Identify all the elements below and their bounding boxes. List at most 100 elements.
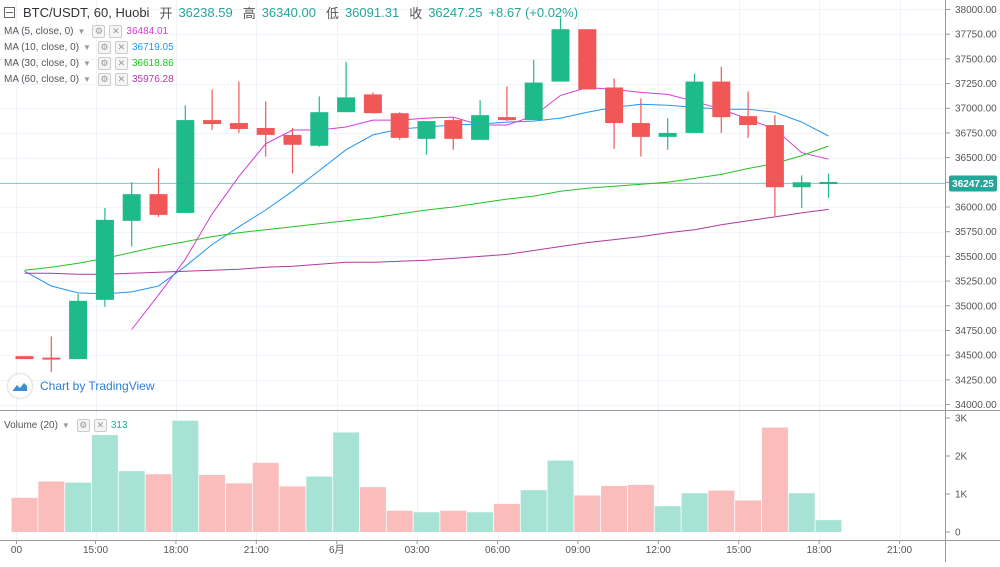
grid	[0, 0, 945, 540]
candle-body	[631, 123, 650, 137]
indicator-ma30[interactable]: MA (30, close, 0) ▼ ⚙ ✕ 36618.86	[4, 57, 174, 70]
volume-bar	[145, 474, 172, 532]
candle-body	[792, 182, 811, 188]
candle-body	[122, 194, 141, 221]
volume-bar	[65, 482, 92, 532]
chevron-down-icon[interactable]: ▼	[83, 59, 91, 68]
chevron-down-icon[interactable]: ▼	[61, 421, 70, 430]
candle-body	[524, 82, 543, 121]
candle-body	[658, 132, 677, 137]
indicator-label: MA (30, close, 0)	[4, 58, 80, 69]
chevron-down-icon[interactable]: ▼	[77, 27, 86, 36]
price-tick-label: 35750.00	[955, 227, 997, 238]
candle-body	[310, 112, 329, 146]
open-value: 36238.59	[178, 5, 233, 20]
settings-icon[interactable]: ⚙	[92, 25, 106, 38]
candle-body	[149, 194, 168, 215]
volume-bar	[547, 460, 574, 532]
change-value: +8.67 (+0.02%)	[488, 5, 579, 20]
indicator-label: MA (60, close, 0)	[4, 74, 80, 85]
close-label: 收	[409, 6, 423, 21]
symbol-title: BTC/USDT, 60, Huobi	[23, 5, 150, 20]
volume-bar	[601, 486, 628, 532]
settings-icon[interactable]: ⚙	[97, 41, 111, 54]
chevron-down-icon[interactable]: ▼	[83, 75, 91, 84]
candle-body	[229, 123, 248, 129]
price-tick-label: 36500.00	[955, 153, 997, 164]
chart-header: BTC/USDT, 60, Huobi 开 36238.59 高 36340.00 …	[4, 3, 578, 22]
ma-line	[24, 145, 829, 271]
current-price-badge	[949, 175, 997, 192]
candle-body	[256, 127, 275, 135]
open-label: 开	[159, 6, 173, 21]
volume-bar	[520, 490, 547, 532]
close-icon[interactable]: ✕	[109, 25, 123, 38]
settings-icon[interactable]: ⚙	[97, 73, 111, 86]
indicator-ma5[interactable]: MA (5, close, 0) ▼ ⚙ ✕ 36484.01	[4, 25, 168, 38]
volume-bar	[467, 512, 494, 532]
close-icon[interactable]: ✕	[114, 73, 128, 86]
candle-body	[551, 29, 570, 82]
time-tick-label: 12:00	[646, 545, 671, 556]
candlesticks	[15, 17, 838, 372]
low-label: 低	[325, 6, 339, 21]
price-tick-label: 35250.00	[955, 277, 997, 288]
candle-body	[765, 125, 784, 188]
time-tick-label: 00	[11, 545, 23, 556]
tradingview-watermark[interactable]: Chart by TradingView	[8, 374, 155, 398]
candle-body	[578, 29, 597, 90]
volume-bar	[91, 435, 118, 532]
volume-bar	[627, 484, 654, 532]
candle-body	[471, 115, 490, 140]
price-tick-label: 34750.00	[955, 326, 997, 337]
price-tick-label: 34000.00	[955, 400, 997, 411]
volume-bar	[225, 483, 252, 532]
candle-body	[42, 357, 61, 360]
candle-body	[497, 117, 516, 121]
volume-bar	[788, 493, 815, 532]
chevron-down-icon[interactable]: ▼	[83, 43, 91, 52]
volume-bar	[708, 490, 735, 532]
volume-bar	[574, 495, 601, 532]
settings-icon[interactable]: ⚙	[97, 57, 111, 70]
candle-body	[15, 356, 34, 360]
current-price-badge-label: 36247.25	[952, 179, 994, 190]
volume-bar	[118, 471, 145, 532]
candle-body	[444, 120, 463, 139]
candle-body	[685, 81, 704, 133]
candle-body	[176, 120, 195, 213]
volume-bar	[681, 493, 708, 532]
candle-body	[283, 134, 302, 145]
low-value: 36091.31	[344, 5, 400, 20]
time-tick-label: 21:00	[244, 545, 269, 556]
settings-icon[interactable]: ⚙	[76, 419, 90, 432]
volume-tick-label: 1K	[955, 490, 968, 501]
indicator-label: MA (5, close, 0)	[4, 26, 74, 37]
collapse-icon[interactable]	[4, 7, 15, 18]
volume-bar	[735, 500, 762, 532]
indicator-value: 36618.86	[131, 58, 174, 69]
candle-body	[203, 120, 222, 125]
close-icon[interactable]: ✕	[114, 57, 128, 70]
time-tick-label: 21:00	[887, 545, 912, 556]
indicator-ma60[interactable]: MA (60, close, 0) ▼ ⚙ ✕ 35976.28	[4, 73, 174, 86]
close-icon[interactable]: ✕	[93, 419, 107, 432]
candle-body	[605, 87, 624, 124]
time-tick-label: 15:00	[726, 545, 751, 556]
time-tick-label: 03:00	[405, 545, 430, 556]
candle-body	[390, 113, 409, 138]
candle-body	[363, 94, 382, 114]
close-icon[interactable]: ✕	[114, 41, 128, 54]
volume-bar	[279, 486, 306, 532]
candle-body	[712, 81, 731, 118]
price-tick-label: 36000.00	[955, 203, 997, 214]
indicator-label: MA (10, close, 0)	[4, 42, 80, 53]
price-tick-label: 35500.00	[955, 252, 997, 263]
volume-bar	[199, 475, 226, 532]
indicator-volume[interactable]: Volume (20) ▼ ⚙ ✕ 313	[4, 419, 128, 432]
indicator-ma10[interactable]: MA (10, close, 0) ▼ ⚙ ✕ 36719.05	[4, 41, 174, 54]
candle-body	[417, 121, 436, 139]
